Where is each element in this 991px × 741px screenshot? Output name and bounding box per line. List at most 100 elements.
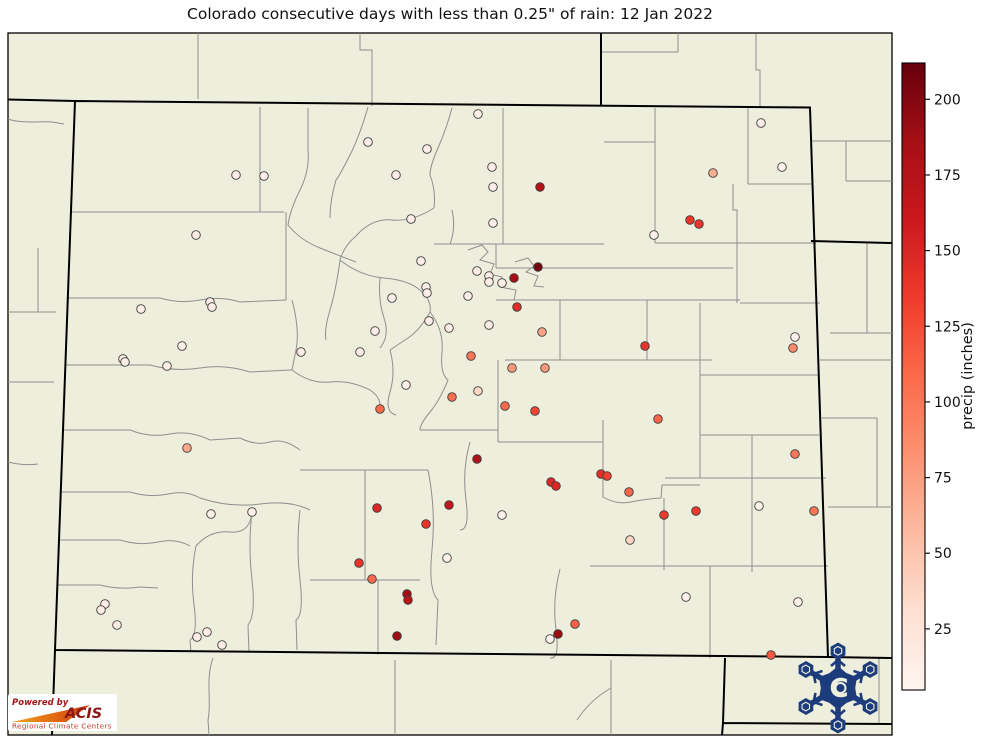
station-dot: [296, 347, 306, 357]
station-dot: [472, 266, 482, 276]
station-dot: [401, 380, 411, 390]
station-dot: [416, 256, 426, 266]
county-line: [329, 106, 369, 219]
county-line: [325, 259, 341, 341]
county-line: [62, 429, 301, 451]
colorbar-tick-label: 125: [934, 319, 961, 335]
county-line: [195, 511, 253, 547]
acis-logo: Powered by ACIS Regional Climate Centers: [8, 694, 117, 731]
county-line: [427, 469, 439, 646]
station-dot: [466, 351, 476, 361]
station-dot: [472, 454, 482, 464]
station-dot: [136, 304, 146, 314]
county-line: [62, 491, 311, 511]
colorbar-ticks: 25 50 75 100 125 150 175 200: [925, 92, 961, 638]
station-dot: [422, 144, 432, 154]
station-dot: [354, 558, 364, 568]
station-dot: [370, 326, 380, 336]
county-line: [429, 107, 453, 209]
station-dot: [624, 487, 634, 497]
colorbar-tick-label: 150: [934, 244, 961, 260]
station-dot: [442, 553, 452, 563]
station-dot: [533, 262, 543, 272]
county-line: [755, 34, 761, 107]
station-dot: [191, 230, 201, 240]
station-dot: [182, 443, 192, 453]
county-line: [602, 420, 700, 504]
colorbar-tick-label: 50: [934, 546, 952, 562]
county-line: [287, 108, 357, 263]
county-line: [576, 687, 612, 721]
station-dot: [545, 634, 555, 644]
station-dot: [424, 316, 434, 326]
county-line: [389, 311, 431, 351]
colorbar-label: precip (inches): [960, 322, 976, 430]
station-dot: [447, 392, 457, 402]
station-dot: [192, 632, 202, 642]
station-dot: [535, 182, 545, 192]
station-dot: [640, 341, 650, 351]
station-dot: [570, 619, 580, 629]
station-dot: [422, 288, 432, 298]
station-dot: [625, 535, 635, 545]
colorbar-tick-label: 25: [934, 622, 952, 638]
station-dot: [537, 327, 547, 337]
station-dot: [507, 363, 517, 373]
county-line: [387, 349, 397, 416]
station-dot: [487, 162, 497, 172]
station-dot: [391, 170, 401, 180]
station-dot: [403, 595, 413, 605]
acis-wedge-icon: [12, 705, 90, 722]
station-dot: [259, 171, 269, 181]
station-dot: [777, 162, 787, 172]
station-dot: [809, 506, 819, 516]
colorbar-tick-label: 175: [934, 168, 961, 184]
station-dot: [530, 406, 540, 416]
county-line: [66, 364, 293, 373]
station-dot: [217, 640, 227, 650]
station-dot: [484, 277, 494, 287]
county-line: [604, 108, 656, 143]
station-dot: [708, 168, 718, 178]
station-dot: [790, 449, 800, 459]
station-dot: [207, 302, 217, 312]
county-line: [459, 441, 471, 531]
snowflake-center-letter: C: [829, 674, 848, 704]
station-dot: [793, 597, 803, 607]
station-dot: [444, 323, 454, 333]
station-dot: [120, 357, 130, 367]
county-boundaries: [7, 33, 892, 736]
county-line: [514, 257, 545, 288]
station-dot: [392, 631, 402, 641]
station-dot: [551, 481, 561, 491]
snowflake-icon: C: [794, 643, 881, 734]
station-dot: [162, 361, 172, 371]
station-dot: [367, 574, 377, 584]
station-dot: [421, 519, 431, 529]
county-line: [8, 248, 56, 313]
acis-subtitle: Regional Climate Centers: [12, 722, 112, 731]
station-dot: [202, 627, 212, 637]
station-dot: [463, 291, 473, 301]
station-dot: [512, 302, 522, 312]
station-dot: [231, 170, 241, 180]
station-dot: [766, 650, 776, 660]
station-dot: [473, 109, 483, 119]
county-line: [291, 369, 381, 411]
county-line: [822, 417, 892, 508]
county-line: [7, 118, 65, 125]
county-line: [339, 259, 431, 313]
county-line: [830, 243, 892, 334]
station-dot: [488, 182, 498, 192]
colorbar: 25 50 75 100 125 150 175 200 precip (inches): [901, 62, 976, 691]
county-line: [60, 539, 191, 547]
station-dot: [694, 219, 704, 229]
station-dot: [363, 137, 373, 147]
station-dot: [112, 620, 122, 630]
county-line: [7, 461, 39, 466]
county-line: [247, 511, 254, 654]
station-dot: [788, 343, 798, 353]
map-plot-area: [7, 32, 893, 736]
